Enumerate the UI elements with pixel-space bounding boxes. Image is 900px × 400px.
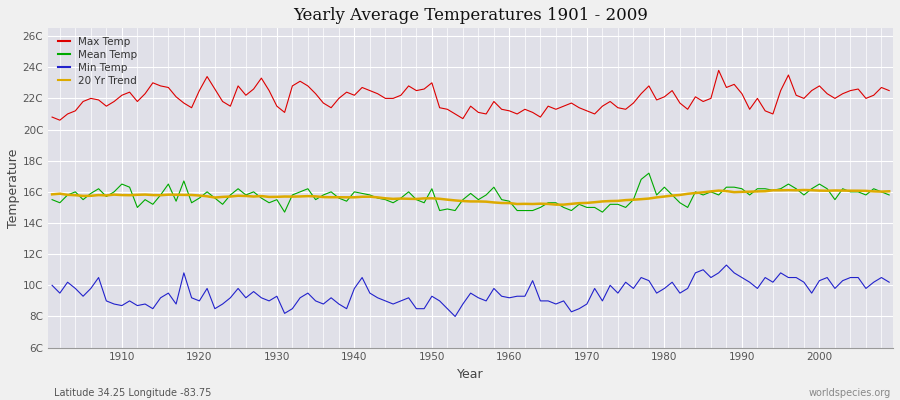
X-axis label: Year: Year	[457, 368, 484, 381]
Text: Latitude 34.25 Longitude -83.75: Latitude 34.25 Longitude -83.75	[54, 388, 212, 398]
Legend: Max Temp, Mean Temp, Min Temp, 20 Yr Trend: Max Temp, Mean Temp, Min Temp, 20 Yr Tre…	[58, 37, 138, 86]
Text: worldspecies.org: worldspecies.org	[809, 388, 891, 398]
Y-axis label: Temperature: Temperature	[7, 148, 20, 228]
Title: Yearly Average Temperatures 1901 - 2009: Yearly Average Temperatures 1901 - 2009	[293, 7, 648, 24]
